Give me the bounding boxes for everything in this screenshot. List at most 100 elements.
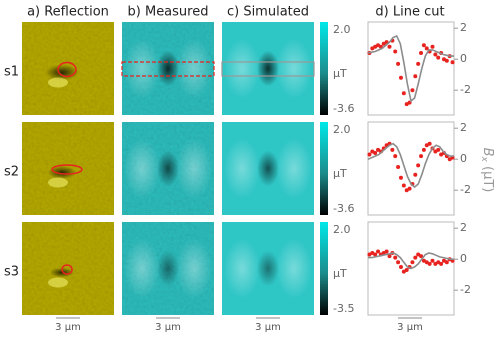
data-point [390,147,395,152]
light-lobe [276,138,312,199]
data-point [410,260,415,265]
dark-spot [47,166,77,179]
colorbar [320,222,328,315]
colorbar-label: 2.0 [333,23,351,36]
dark-spot [157,150,179,187]
colorbar-label: μT [333,67,347,80]
data-point [427,141,432,146]
data-point [433,52,438,57]
scale-label: 3 μm [155,322,181,333]
data-point [430,258,435,263]
data-point [450,60,455,65]
y-tick-label: -2 [460,283,471,296]
panel-header: a) Reflection [27,5,109,20]
panel-header: c) Simulated [227,5,309,20]
data-point [393,154,398,159]
y-tick-label: 2 [460,221,467,234]
scan-box [221,61,315,77]
data-point [413,172,418,177]
data-point [401,91,406,96]
data-point [416,61,421,66]
light-lobe [124,38,160,99]
colorbar-label: μT [333,267,347,280]
data-point [396,61,401,66]
data-point [444,58,449,63]
scale-label: 3 μm [397,322,423,333]
row-label: s2 [4,165,19,180]
symbol: B [481,148,496,157]
light-lobe [224,138,260,199]
simulation-line [367,142,454,189]
y-tick-label: 0 [460,152,467,165]
light-lobe [224,238,260,299]
outline [51,164,83,175]
y-tick-label: 2 [460,121,467,134]
data-point [387,254,392,259]
plot-frame [367,121,455,216]
panel-header: d) Line cut [375,5,444,20]
colorbar-label: -3.6 [333,102,354,115]
plot-frame [367,221,455,316]
dark-spot [257,50,279,87]
y-tick-label: -2 [460,183,471,196]
data-point [410,88,415,93]
y-tick-label: -2 [460,83,471,96]
simulation-line [368,252,454,270]
data-point [387,44,392,49]
subscript: x [480,156,490,163]
unit: (μT) [481,162,496,193]
data-point [436,147,441,152]
data-point [401,183,406,188]
colorbar [320,122,328,215]
data-point [436,55,441,60]
data-point [419,51,424,55]
y-tick-label: 0 [460,252,467,265]
row-label: s3 [4,265,19,280]
outline [61,264,73,275]
data-point [421,147,426,152]
y-tick-label: 0 [460,52,467,65]
data-point [439,261,444,266]
light-lobe [124,138,160,199]
data-point [407,186,412,191]
colorbar-label: -3.5 [333,302,354,315]
data-point [427,261,432,266]
simulation-line [367,34,454,103]
data-point [398,264,403,269]
light-lobe [276,238,312,299]
colorbar-label: μT [333,167,347,180]
dark-spot [157,50,179,87]
light-lobe [276,38,312,99]
data-point [419,154,424,159]
scale-label: 3 μm [255,322,281,333]
colorbar-label: -3.6 [333,202,354,215]
y-tick-label: 2 [460,21,467,34]
colorbar-label: 2.0 [333,123,351,136]
data-point [430,44,435,49]
outline [57,61,77,78]
colorbar [320,22,328,115]
row-label: s1 [4,65,19,80]
data-point [393,255,398,260]
data-point [424,46,429,51]
scale-label: 3 μm [55,322,81,333]
data-point [373,151,378,155]
data-point [416,163,421,168]
panel-header: b) Measured [128,5,209,20]
light-lobe [176,38,212,99]
data-point [384,249,389,254]
data-point [398,75,403,80]
light-lobe [124,238,160,299]
data-point [421,43,426,48]
data-point [373,252,378,257]
light-lobe [176,238,212,299]
data-point [396,164,401,169]
data-point [404,268,409,273]
data-point [444,260,449,265]
data-point [396,260,401,265]
light-lobe [176,138,212,199]
scan-box [121,61,215,77]
data-point [398,175,403,180]
data-point [376,249,381,254]
